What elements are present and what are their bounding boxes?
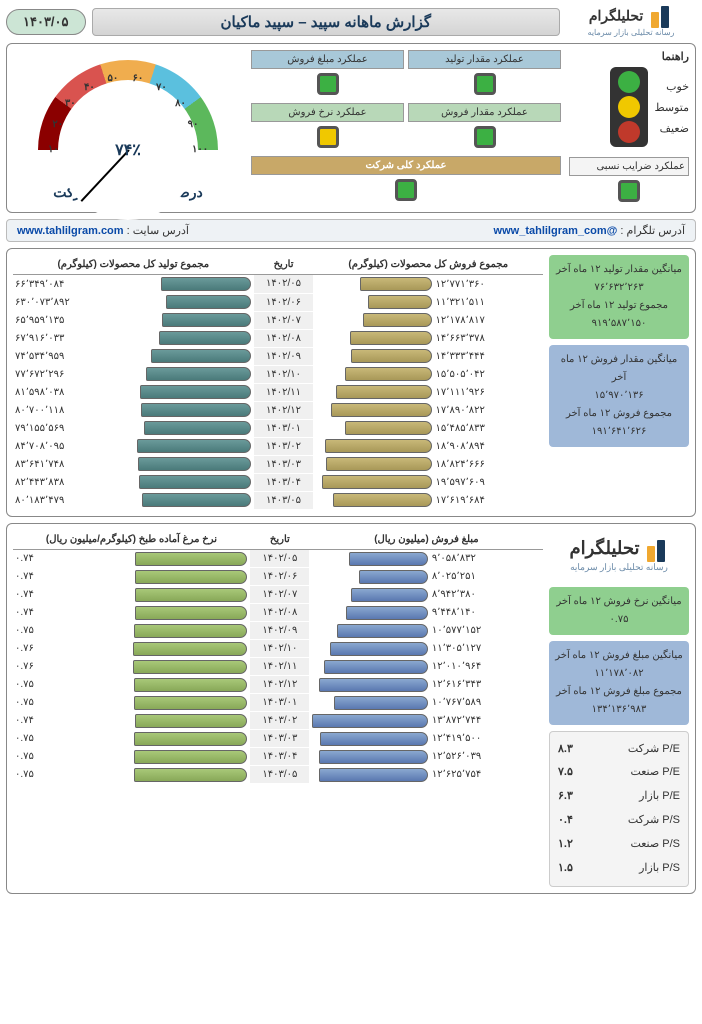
- table-row: ۹٬۴۴۸٬۱۴۰ ۱۴۰۲/۰۸ ۰.۷۴: [13, 604, 543, 622]
- telegram-link[interactable]: @www_tahlilgram_com: [494, 225, 618, 237]
- amount-rate-table: مبلغ فروش (میلیون ریال) تاریخ نرخ مرغ آم…: [13, 530, 543, 785]
- production-sales-section: میانگین مقدار تولید ۱۲ ماه آخر ۷۶٬۶۳۲٬۲۶…: [6, 248, 696, 517]
- legend-bad: ضعیف: [654, 122, 689, 135]
- table-row: ۱۰٬۷۶۷٬۵۸۹ ۱۴۰۳/۰۱ ۰.۷۵: [13, 694, 543, 712]
- table-row: ۸٬۹۴۲٬۳۸۰ ۱۴۰۲/۰۷ ۰.۷۴: [13, 586, 543, 604]
- report-title: گزارش ماهانه سپید – سپید ماکیان: [92, 8, 560, 36]
- report-date: ۱۴۰۳/۰۵: [6, 9, 86, 35]
- perf-label: عملکرد مقدار تولید: [408, 50, 561, 69]
- table-row: ۱۳٬۸۷۲٬۷۴۴ ۱۴۰۳/۰۲ ۰.۷۴: [13, 712, 543, 730]
- table-row: ۱۲٬۱۷۸٬۸۱۷ ۱۴۰۲/۰۷ ۶۵٬۹۵۹٬۱۳۵: [13, 311, 543, 329]
- table-row: ۱۲٬۶۱۶٬۳۴۳ ۱۴۰۲/۱۲ ۰.۷۵: [13, 676, 543, 694]
- perf-light: [474, 73, 496, 95]
- table-row: ۹٬۰۵۸٬۸۳۲ ۱۴۰۲/۰۵ ۰.۷۴: [13, 549, 543, 568]
- prod-summary-box: میانگین مقدار تولید ۱۲ ماه آخر ۷۶٬۶۳۲٬۲۶…: [549, 255, 689, 339]
- perf-label: عملکرد مقدار فروش: [408, 103, 561, 122]
- table-row: ۱۴٬۶۶۳٬۳۷۸ ۱۴۰۲/۰۸ ۶۷٬۹۱۶٬۰۳۳: [13, 329, 543, 347]
- table-row: ۱۸٬۹۰۸٬۸۹۴ ۱۴۰۳/۰۲ ۸۴٬۷۰۸٬۰۹۵: [13, 437, 543, 455]
- table-row: ۱۸٬۸۲۴٬۶۶۶ ۱۴۰۳/۰۳ ۸۳٬۶۴۱٬۷۴۸: [13, 455, 543, 473]
- ratio-perf-label: عملکرد ضرایب نسبی: [569, 157, 689, 176]
- table-row: ۱۲٬۰۱۰٬۹۶۴ ۱۴۰۲/۱۱ ۰.۷۶: [13, 658, 543, 676]
- legend-mid: متوسط: [654, 101, 689, 114]
- perf-label: عملکرد نرخ فروش: [251, 103, 404, 122]
- brand-logo-2: تحلیلگرام رسانه تحلیلی بازار سرمایه: [549, 530, 689, 581]
- table-row: ۱۵٬۵۰۵٬۰۴۲ ۱۴۰۲/۱۰ ۷۷٬۶۷۲٬۲۹۶: [13, 365, 543, 383]
- brand-name: تحلیلگرام: [589, 8, 643, 24]
- performance-gauge: ۱۰۲۰۳۰۴۰۵۰۶۰۷۰۸۰۹۰۱۰۰ ۷۴٪: [28, 50, 228, 180]
- table-row: ۱۷٬۸۹۰٬۸۲۲ ۱۴۰۲/۱۲ ۸۰٬۷۰۰٬۱۱۸: [13, 401, 543, 419]
- brand-sub: رسانه تحلیلی بازار سرمایه: [566, 28, 696, 37]
- telegram-label: آدرس تلگرام :: [620, 225, 685, 237]
- sales-summary-box: میانگین مقدار فروش ۱۲ ماه آخر ۱۵٬۹۷۰٬۱۳۶…: [549, 345, 689, 447]
- ratio-perf-light: [618, 180, 640, 202]
- table-row: ۱۲٬۴۱۹٬۵۰۰ ۱۴۰۳/۰۳ ۰.۷۵: [13, 730, 543, 748]
- ratios-box: P/E شرکت۸.۳P/E صنعت۷.۵P/E بازار۶.۳P/S شر…: [549, 731, 689, 888]
- table-row: ۱۲٬۷۷۱٬۳۶۰ ۱۴۰۲/۰۵ ۶۶٬۳۴۹٬۰۸۴: [13, 275, 543, 294]
- amount-rate-section: تحلیلگرام رسانه تحلیلی بازار سرمایه میان…: [6, 523, 696, 895]
- table-row: ۸٬۰۲۵٬۲۵۱ ۱۴۰۲/۰۶ ۰.۷۴: [13, 568, 543, 586]
- perf-light: [317, 73, 339, 95]
- table-row: ۱۷٬۱۱۱٬۹۲۶ ۱۴۰۲/۱۱ ۸۱٬۵۹۸٬۰۳۸: [13, 383, 543, 401]
- rate-summary-box: میانگین نرخ فروش ۱۲ ماه آخر ۰.۷۵: [549, 587, 689, 635]
- table-row: ۱۴٬۳۳۳٬۴۴۴ ۱۴۰۲/۰۹ ۷۴٬۵۳۴٬۹۵۹: [13, 347, 543, 365]
- performance-summary: راهنما خوب متوسط ضعیف عملکرد ضرایب نسبی: [6, 43, 696, 213]
- table-row: ۱۹٬۵۹۷٬۶۰۹ ۱۴۰۳/۰۴ ۸۲٬۴۴۳٬۸۳۸: [13, 473, 543, 491]
- legend-good: خوب: [654, 80, 689, 93]
- table-row: ۱۱٬۳۰۵٬۱۲۷ ۱۴۰۲/۱۰ ۰.۷۶: [13, 640, 543, 658]
- table-row: ۱۰٬۵۷۷٬۱۵۲ ۱۴۰۲/۰۹ ۰.۷۵: [13, 622, 543, 640]
- perf-light: [474, 126, 496, 148]
- amount-summary-box: میانگین مبلغ فروش ۱۲ ماه آخر ۱۱٬۱۷۸٬۰۸۲ …: [549, 641, 689, 725]
- table-row: ۱۲٬۵۲۶٬۰۳۹ ۱۴۰۳/۰۴ ۰.۷۵: [13, 748, 543, 766]
- traffic-light-icon: [610, 67, 648, 147]
- legend-title: راهنما: [569, 50, 689, 63]
- perf-label: عملکرد مبلغ فروش: [251, 50, 404, 69]
- overall-perf-light: [395, 179, 417, 201]
- perf-light: [317, 126, 339, 148]
- table-row: ۱۱٬۳۲۱٬۵۱۱ ۱۴۰۲/۰۶ ۶۳۰٬۰۷۳٬۸۹۲: [13, 293, 543, 311]
- gauge-value: ۷۴٪: [28, 140, 228, 160]
- table-row: ۱۵٬۴۸۵٬۸۳۳ ۱۴۰۳/۰۱ ۷۹٬۱۵۵٬۵۶۹: [13, 419, 543, 437]
- brand-logo: تحلیلگرام رسانه تحلیلی بازار سرمایه: [566, 6, 696, 37]
- overall-perf-label: عملکرد کلی شرکت: [251, 156, 561, 175]
- table-row: ۱۲٬۶۲۵٬۷۵۴ ۱۴۰۳/۰۵ ۰.۷۵: [13, 766, 543, 784]
- table-row: ۱۷٬۶۱۹٬۶۸۴ ۱۴۰۳/۰۵ ۸۰٬۱۸۳٬۴۷۹: [13, 491, 543, 509]
- production-sales-table: مجموع فروش کل محصولات (کیلوگرم) تاریخ مج…: [13, 255, 543, 510]
